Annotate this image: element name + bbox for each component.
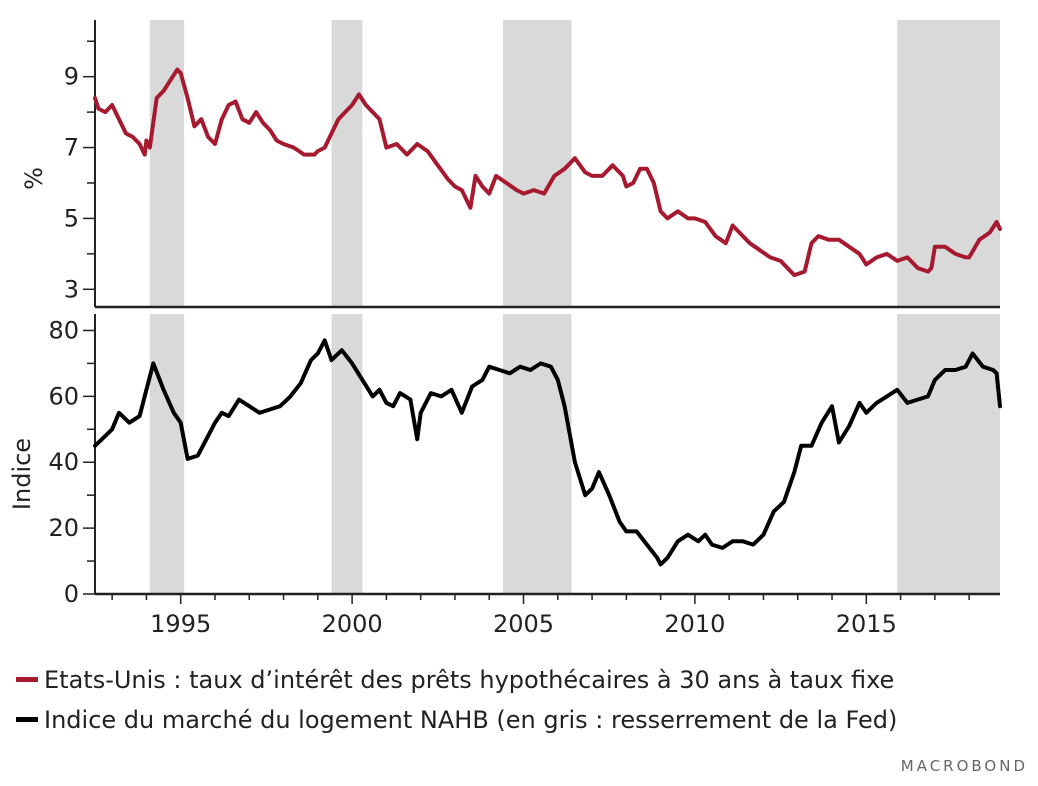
legend-label-mortgage: Etats-Unis : taux d’intérêt des prêts hy…	[44, 666, 895, 694]
fed-tightening-band-nahb-2	[502, 314, 572, 594]
x-tick-label: 2005	[493, 610, 554, 638]
y-axis-title-nahb: Indice	[8, 438, 36, 510]
legend-item-nahb-index: Indice du marché du logement NAHB (en gr…	[16, 706, 897, 734]
y-tick-label-nahb: 0	[64, 580, 79, 608]
y-tick-label-nahb: 80	[48, 316, 79, 344]
macrobond-logo: MACROBOND	[900, 757, 1028, 775]
nahb-index-panel: 0 20 40 60 80 Indice 1995 2000 2005 2010 2015	[8, 314, 1002, 638]
legend-swatch-nahb	[16, 716, 38, 722]
fed-tightening-band-rate-0	[149, 20, 185, 307]
y-tick-label-nahb: 40	[48, 448, 79, 476]
fed-tightening-band-nahb-1	[331, 314, 363, 594]
x-tick-label: 2000	[322, 610, 383, 638]
y-tick-label-rate: 5	[64, 204, 79, 232]
legend-label-nahb: Indice du marché du logement NAHB (en gr…	[44, 706, 898, 734]
y-tick-label-rate: 9	[64, 63, 79, 91]
fed-tightening-band-nahb-0	[149, 314, 185, 594]
y-tick-label-nahb: 20	[48, 514, 79, 542]
series-line-nahb	[93, 338, 1002, 567]
fed-tightening-band-rate-2	[502, 20, 572, 307]
mortgage-rate-panel: 3 5 7 9%	[20, 20, 1002, 309]
fed-tightening-band-nahb-3	[897, 314, 1000, 594]
legend-item-mortgage-rate: Etats-Unis : taux d’intérêt des prêts hy…	[16, 666, 894, 694]
fed-tightening-band-rate-1	[331, 20, 363, 307]
fed-tightening-band-rate-3	[897, 20, 1000, 307]
y-tick-label-nahb: 60	[48, 382, 79, 410]
y-axis-title-rate: %	[20, 167, 48, 190]
y-tick-label-rate: 3	[64, 275, 79, 303]
x-tick-label: 2010	[664, 610, 725, 638]
x-tick-label: 1995	[150, 610, 211, 638]
x-tick-label: 2015	[836, 610, 897, 638]
legend-swatch-mortgage	[16, 676, 38, 682]
y-tick-label-rate: 7	[64, 134, 79, 162]
series-line-rate	[93, 67, 1002, 278]
